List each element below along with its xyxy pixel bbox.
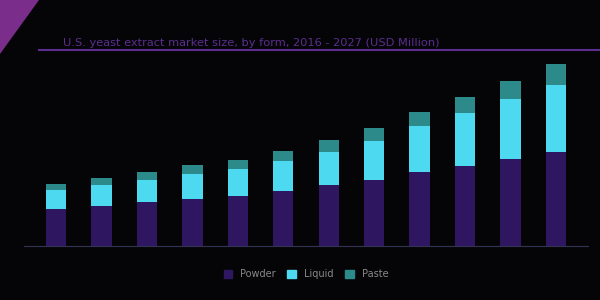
Bar [182, 165, 203, 174]
Text: U.S. yeast extract market size, by form, 2016 - 2027 (USD Million): U.S. yeast extract market size, by form,… [64, 38, 440, 48]
Bar [91, 185, 112, 206]
Bar [455, 97, 475, 113]
Bar [273, 151, 293, 161]
Bar [546, 64, 566, 86]
Bar [273, 191, 293, 246]
Bar [319, 152, 339, 185]
Bar [91, 178, 112, 185]
Bar [364, 141, 385, 180]
Legend: Powder, Liquid, Paste: Powder, Liquid, Paste [220, 266, 392, 284]
Bar [319, 185, 339, 246]
Bar [182, 199, 203, 246]
Bar [182, 174, 203, 199]
Bar [137, 180, 157, 202]
Bar [91, 206, 112, 246]
Bar [46, 190, 66, 209]
Bar [500, 81, 521, 99]
Bar [500, 159, 521, 246]
Bar [364, 128, 385, 141]
Bar [46, 209, 66, 246]
Bar [546, 152, 566, 246]
Bar [409, 112, 430, 126]
Bar [455, 113, 475, 166]
Bar [364, 180, 385, 246]
Bar [227, 196, 248, 246]
Bar [455, 166, 475, 246]
Bar [319, 140, 339, 152]
Bar [409, 172, 430, 246]
Bar [409, 126, 430, 172]
Bar [273, 161, 293, 191]
Bar [227, 169, 248, 196]
Bar [46, 184, 66, 190]
Bar [546, 85, 566, 152]
Bar [500, 99, 521, 159]
Bar [137, 172, 157, 180]
Bar [227, 160, 248, 169]
Bar [137, 202, 157, 246]
